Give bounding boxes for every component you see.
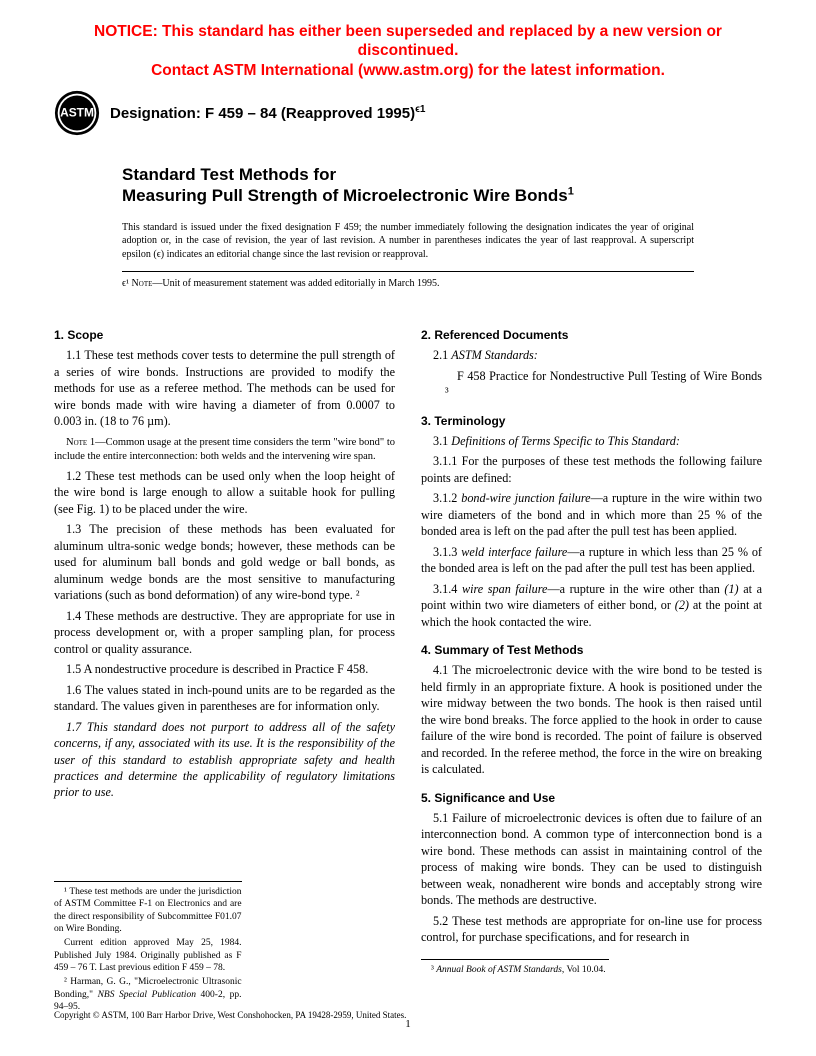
para-5.2: 5.2 These test methods are appropriate f… <box>421 913 762 946</box>
para-1.4: 1.4 These methods are destructive. They … <box>54 608 395 657</box>
para-1.6: 1.6 The values stated in inch-pound unit… <box>54 682 395 715</box>
section-4-head: 4. Summary of Test Methods <box>421 642 762 658</box>
para-3.1.1: 3.1.1 For the purposes of these test met… <box>421 453 762 486</box>
note-1: Note 1—Common usage at the present time … <box>54 436 395 464</box>
title-line2: Measuring Pull Strength of Microelectron… <box>122 185 694 206</box>
header-row: ASTM Designation: F 459 – 84 (Reapproved… <box>54 90 762 136</box>
section-2-head: 2. Referenced Documents <box>421 327 762 343</box>
section-3-head: 3. Terminology <box>421 413 762 429</box>
para-3.1.2: 3.1.2 bond-wire junction failure—a ruptu… <box>421 490 762 539</box>
svg-text:ASTM: ASTM <box>60 106 94 120</box>
title-block: Standard Test Methods for Measuring Pull… <box>122 164 694 207</box>
para-1.2: 1.2 These test methods can be used only … <box>54 468 395 517</box>
para-1.3: 1.3 The precision of these methods has b… <box>54 521 395 603</box>
page-number: 1 <box>0 1018 816 1030</box>
footnote-1b: Current edition approved May 25, 1984. P… <box>54 937 242 974</box>
para-3.1.3: 3.1.3 weld interface failure—a rupture i… <box>421 544 762 577</box>
right-footnotes: ³ Annual Book of ASTM Standards, Vol 10.… <box>421 959 609 976</box>
page: NOTICE: This standard has either been su… <box>0 0 816 1015</box>
para-3.1.4: 3.1.4 wire span failure—a rupture in the… <box>421 581 762 630</box>
astm-logo: ASTM <box>54 90 100 136</box>
notice-banner: NOTICE: This standard has either been su… <box>54 22 762 80</box>
para-1.5: 1.5 A nondestructive procedure is descri… <box>54 661 395 677</box>
designation-sup: ϵ1 <box>415 104 425 115</box>
title-line1: Standard Test Methods for <box>122 164 694 185</box>
section-1-head: 1. Scope <box>54 327 395 343</box>
designation-label: Designation: F 459 – 84 (Reapproved 1995… <box>110 105 415 122</box>
footnote-2: ² Harman, G. G., "Microelectronic Ultras… <box>54 976 242 1013</box>
section-5-head: 5. Significance and Use <box>421 790 762 806</box>
footnote-3: ³ Annual Book of ASTM Standards, Vol 10.… <box>421 964 609 976</box>
left-column: 1. Scope 1.1 These test methods cover te… <box>54 315 395 1015</box>
designation: Designation: F 459 – 84 (Reapproved 1995… <box>110 104 425 122</box>
right-column: 2. Referenced Documents 2.1 ASTM Standar… <box>421 315 762 1015</box>
para-1.1: 1.1 These test methods cover tests to de… <box>54 347 395 429</box>
notice-line1: NOTICE: This standard has either been su… <box>54 22 762 61</box>
para-2.1: 2.1 ASTM Standards: <box>421 347 762 363</box>
footnote-1: ¹ These test methods are under the juris… <box>54 886 242 935</box>
ref-f458: F 458 Practice for Nondestructive Pull T… <box>421 368 762 401</box>
epsilon-note: ϵ¹ Note—Unit of measurement statement wa… <box>122 271 694 289</box>
issued-block: This standard is issued under the fixed … <box>122 221 694 262</box>
two-column-body: 1. Scope 1.1 These test methods cover te… <box>54 315 762 1015</box>
title-sup: 1 <box>568 186 574 198</box>
para-1.7: 1.7 This standard does not purport to ad… <box>54 719 395 801</box>
para-5.1: 5.1 Failure of microelectronic devices i… <box>421 810 762 909</box>
para-3.1: 3.1 Definitions of Terms Specific to Thi… <box>421 433 762 449</box>
left-footnotes: ¹ These test methods are under the juris… <box>54 881 242 1013</box>
para-4.1: 4.1 The microelectronic device with the … <box>421 662 762 777</box>
notice-line2: Contact ASTM International (www.astm.org… <box>54 61 762 80</box>
